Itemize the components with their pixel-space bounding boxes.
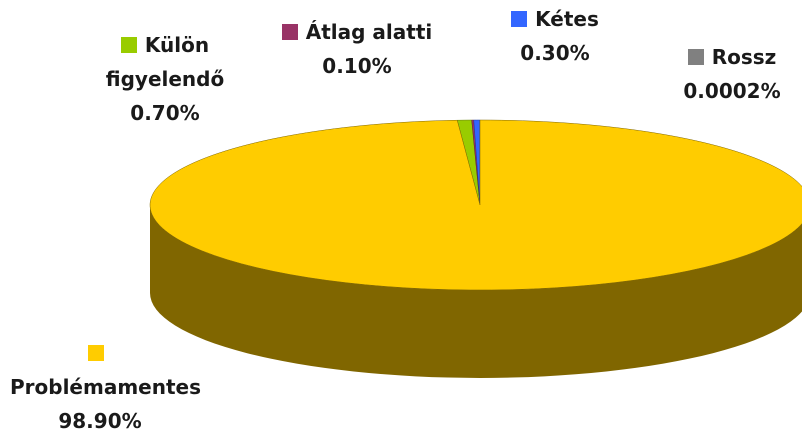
value-label: 0.0002% xyxy=(683,79,780,103)
value-label: 0.10% xyxy=(322,54,391,78)
legend-swatch xyxy=(511,11,527,27)
data-label: Rossz 0.0002% xyxy=(662,40,802,108)
category-name: Kétes xyxy=(535,7,599,31)
value-label: 0.70% xyxy=(130,101,199,125)
legend-swatch xyxy=(688,49,704,65)
legend-swatch xyxy=(121,37,137,53)
category-name: Rossz xyxy=(712,45,777,69)
value-label: 0.30% xyxy=(520,41,589,65)
legend-swatch xyxy=(88,345,104,361)
data-label: Kétes 0.30% xyxy=(490,2,620,70)
legend-swatch xyxy=(282,24,298,40)
value-label: 98.90% xyxy=(58,409,141,433)
category-name: Átlag alatti xyxy=(306,20,433,44)
category-name: Problémamentes xyxy=(10,375,201,399)
data-label: Átlag alatti 0.10% xyxy=(262,15,452,83)
